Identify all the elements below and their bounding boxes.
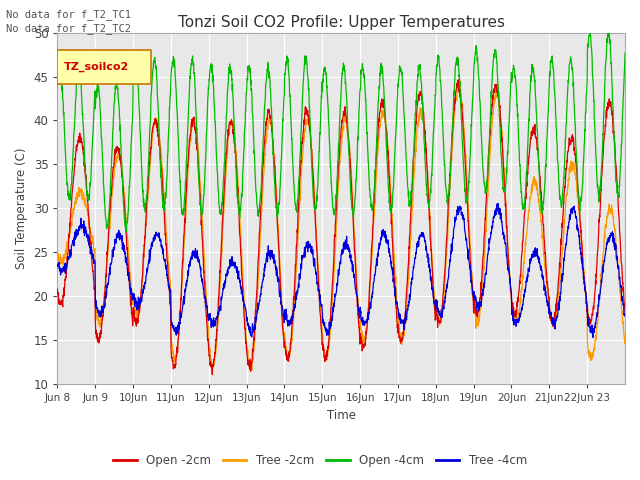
Open -4cm bbox=[572, 122, 579, 128]
Open -4cm bbox=[621, 50, 629, 56]
Tree -2cm bbox=[621, 340, 629, 346]
Tree -4cm bbox=[358, 319, 365, 325]
Open -4cm bbox=[506, 91, 514, 97]
Open -2cm bbox=[621, 309, 629, 315]
Y-axis label: Soil Temperature (C): Soil Temperature (C) bbox=[15, 148, 28, 269]
Line: Tree -2cm: Tree -2cm bbox=[58, 80, 625, 372]
Tree -2cm bbox=[456, 77, 463, 83]
Line: Tree -4cm: Tree -4cm bbox=[58, 204, 625, 337]
Open -2cm bbox=[572, 151, 579, 156]
Tree -4cm bbox=[572, 210, 579, 216]
Open -2cm bbox=[358, 338, 365, 344]
Tree -4cm bbox=[589, 335, 596, 340]
Tree -2cm bbox=[212, 343, 220, 349]
X-axis label: Time: Time bbox=[327, 409, 356, 422]
Tree -4cm bbox=[621, 313, 629, 319]
Line: Open -2cm: Open -2cm bbox=[58, 80, 625, 374]
Tree -2cm bbox=[588, 358, 595, 363]
Text: TZ_soilco2: TZ_soilco2 bbox=[64, 61, 129, 72]
Open -2cm bbox=[209, 372, 216, 377]
Open -4cm bbox=[587, 36, 595, 42]
Tree -4cm bbox=[54, 262, 61, 267]
Open -4cm bbox=[54, 82, 61, 88]
Text: No data for f_T2_TC2: No data for f_T2_TC2 bbox=[6, 23, 131, 34]
Open -4cm bbox=[358, 68, 365, 73]
Title: Tonzi Soil CO2 Profile: Upper Temperatures: Tonzi Soil CO2 Profile: Upper Temperatur… bbox=[178, 15, 505, 30]
Open -2cm bbox=[588, 317, 595, 323]
Tree -2cm bbox=[507, 289, 515, 295]
Tree -4cm bbox=[587, 324, 595, 330]
Open -2cm bbox=[507, 288, 515, 294]
Open -2cm bbox=[454, 77, 462, 83]
Open -2cm bbox=[212, 337, 220, 343]
Tree -4cm bbox=[506, 281, 514, 287]
Tree -2cm bbox=[209, 369, 216, 374]
Legend: Open -2cm, Tree -2cm, Open -4cm, Tree -4cm: Open -2cm, Tree -2cm, Open -4cm, Tree -4… bbox=[108, 449, 532, 472]
Tree -2cm bbox=[572, 172, 579, 178]
Line: Open -4cm: Open -4cm bbox=[58, 30, 625, 231]
Open -4cm bbox=[122, 228, 130, 234]
Open -2cm bbox=[371, 197, 378, 203]
Open -4cm bbox=[212, 139, 220, 144]
Open -4cm bbox=[605, 27, 613, 33]
Tree -4cm bbox=[212, 319, 220, 324]
Text: No data for f_T2_TC1: No data for f_T2_TC1 bbox=[6, 9, 131, 20]
Tree -2cm bbox=[371, 213, 378, 218]
Tree -2cm bbox=[358, 329, 365, 335]
Tree -4cm bbox=[494, 201, 502, 206]
Open -2cm bbox=[54, 287, 61, 292]
Tree -2cm bbox=[54, 253, 61, 259]
Open -4cm bbox=[371, 190, 378, 195]
Tree -4cm bbox=[370, 279, 378, 285]
FancyBboxPatch shape bbox=[58, 50, 151, 84]
